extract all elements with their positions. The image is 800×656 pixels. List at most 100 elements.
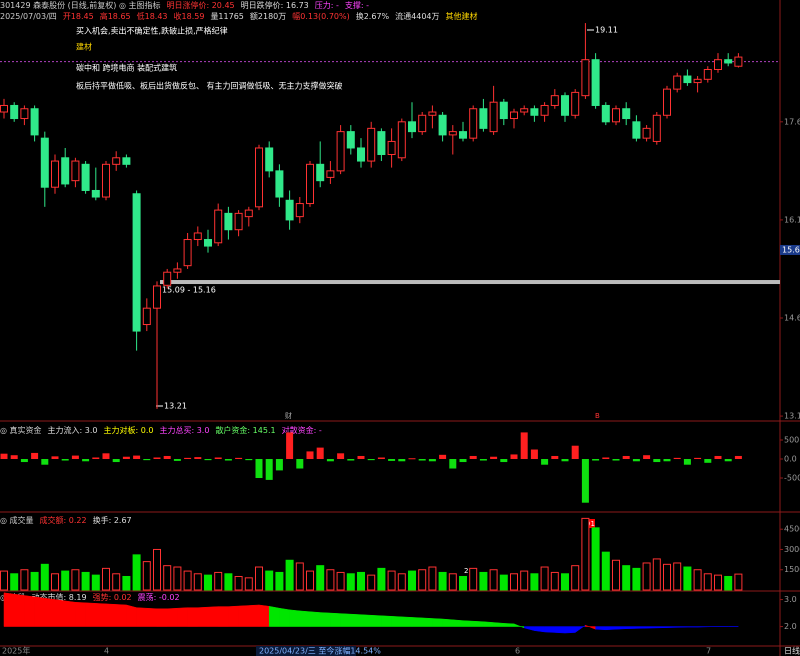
x-label: 7: [706, 647, 711, 656]
candle-body: [601, 104, 610, 123]
wave-area: [676, 626, 688, 628]
volume-bar: [540, 566, 549, 591]
header-line1: 301429 森泰股份 (日线,前复权) ◎ 主图指标 明日涨停价: 20.45 明…: [0, 0, 369, 10]
wave-area: [554, 626, 566, 634]
flow-bar: [286, 432, 294, 460]
flow-bar: [41, 459, 49, 465]
volume-bar: [122, 575, 131, 591]
flow-bar: [51, 456, 59, 460]
wave-area: [44, 597, 56, 627]
flow-bar: [184, 457, 192, 460]
text-piece: 低18.43: [137, 11, 168, 21]
flow-bar: [71, 455, 79, 460]
wave-area: [115, 604, 127, 627]
flow-bar: [204, 459, 212, 461]
flow-bar: [173, 459, 181, 461]
flow-bar: [673, 457, 681, 460]
candle-body: [20, 108, 29, 120]
text-piece: 开18.45: [63, 12, 94, 21]
flow-bar: [357, 455, 365, 460]
wave-area: [64, 600, 76, 627]
flow-bar: [510, 454, 518, 460]
wave-area: [462, 620, 474, 627]
candle-body: [642, 127, 651, 139]
volume-bar: [357, 571, 365, 591]
wave-area: [432, 618, 443, 627]
wave-area: [24, 595, 35, 627]
volume-bar: [377, 567, 386, 591]
y-tick-label: 13.1: [784, 412, 800, 421]
text-piece: 支撑: -: [345, 0, 369, 10]
volume-bar: [724, 575, 733, 591]
y-tick-label: 2.0: [784, 622, 797, 631]
wave-area: [697, 626, 709, 628]
volume-bar: [479, 571, 488, 591]
flow-bar: [561, 459, 569, 462]
wave-area: [95, 603, 107, 627]
candle-body: [387, 140, 396, 156]
volume-bar: [183, 570, 192, 591]
cursor-price: 15.64: [782, 245, 800, 254]
candle-body: [367, 127, 376, 162]
candle-body: [428, 111, 437, 116]
candle-body: [397, 121, 406, 159]
candle-body: [102, 163, 110, 198]
x-label: 2025年: [2, 646, 30, 656]
volume-bar: [714, 574, 722, 591]
candle-body: [142, 307, 151, 326]
candle-body: [163, 271, 172, 286]
flow-bar: [541, 459, 549, 465]
candle-body: [357, 147, 365, 162]
candle-body: [132, 193, 141, 332]
flow-bar: [500, 459, 508, 463]
volume-bar: [0, 570, 8, 591]
text-piece: 压力: -: [315, 0, 339, 10]
candle-body: [306, 163, 314, 205]
candle-body: [652, 114, 661, 142]
flow-bar: [520, 432, 528, 460]
volume-bar: [408, 570, 416, 591]
candle-body: [234, 212, 243, 231]
volume-bar: [163, 565, 172, 591]
y-tick-label: -500.0: [784, 474, 800, 483]
candle-body: [255, 147, 263, 208]
wave-area: [299, 610, 311, 627]
flow-bar: [337, 453, 345, 460]
flow-bar: [683, 459, 691, 465]
wave-area: [483, 621, 494, 627]
wave-area: [646, 626, 658, 629]
flow-bar: [214, 457, 222, 460]
candle-body: [408, 121, 416, 133]
candle-body: [71, 160, 80, 182]
wave-area: [636, 626, 647, 629]
candle-body: [122, 157, 131, 165]
flow-bar: [602, 457, 610, 460]
flow-bar: [82, 459, 90, 462]
candle-body: [0, 104, 8, 113]
annotation: 买入机会,卖出不确定性,跌破止损,严格纪律: [76, 26, 228, 36]
period-label: 日线: [784, 646, 800, 656]
candle-body: [510, 111, 518, 120]
candle-body: [183, 239, 192, 267]
volume-bar: [30, 571, 39, 591]
volume-bar: [81, 571, 90, 591]
text-piece: 主力流入: 3.0: [48, 425, 98, 435]
candle-body: [581, 59, 590, 97]
candle-body: [418, 114, 427, 133]
flow-bar: [653, 459, 661, 463]
volume-bar: [204, 574, 212, 591]
wave-area: [279, 607, 290, 627]
volume-bar: [142, 561, 151, 591]
wave-area: [421, 617, 433, 627]
flow-bar: [0, 453, 8, 460]
wave-area: [187, 607, 199, 627]
wave-area: [472, 620, 484, 627]
volume-bar: [387, 570, 396, 591]
flow-bar: [194, 457, 202, 460]
wave-area: [156, 608, 168, 627]
wave-area: [350, 613, 362, 627]
wave-area: [289, 609, 301, 627]
flow-bar: [224, 459, 232, 461]
